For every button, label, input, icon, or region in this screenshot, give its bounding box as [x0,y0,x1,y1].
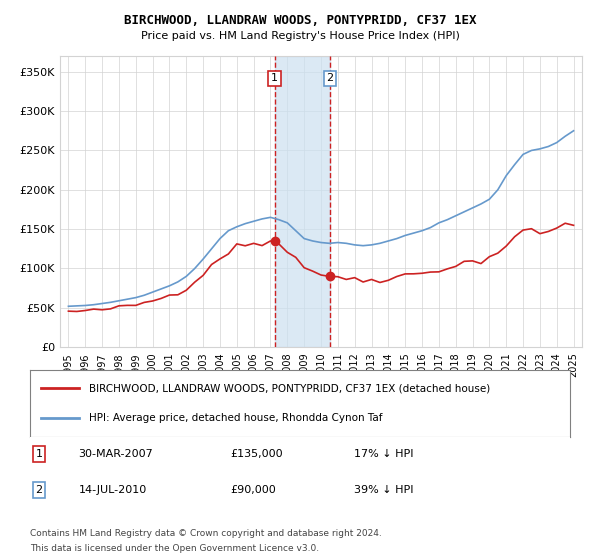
Text: HPI: Average price, detached house, Rhondda Cynon Taf: HPI: Average price, detached house, Rhon… [89,413,383,423]
Text: Price paid vs. HM Land Registry's House Price Index (HPI): Price paid vs. HM Land Registry's House … [140,31,460,41]
Text: 1: 1 [271,73,278,83]
Text: 2: 2 [326,73,334,83]
Text: 14-JUL-2010: 14-JUL-2010 [79,485,147,495]
Bar [275,56,330,347]
Text: BIRCHWOOD, LLANDRAW WOODS, PONTYPRIDD, CF37 1EX (detached house): BIRCHWOOD, LLANDRAW WOODS, PONTYPRIDD, C… [89,384,491,394]
Text: 30-MAR-2007: 30-MAR-2007 [79,449,154,459]
Text: 2: 2 [35,485,43,495]
Text: Contains HM Land Registry data © Crown copyright and database right 2024.: Contains HM Land Registry data © Crown c… [30,529,382,538]
Text: £135,000: £135,000 [230,449,283,459]
Text: 17% ↓ HPI: 17% ↓ HPI [354,449,413,459]
Text: This data is licensed under the Open Government Licence v3.0.: This data is licensed under the Open Gov… [30,544,319,553]
Text: 39% ↓ HPI: 39% ↓ HPI [354,485,413,495]
Text: 1: 1 [35,449,43,459]
Text: £90,000: £90,000 [230,485,275,495]
Text: BIRCHWOOD, LLANDRAW WOODS, PONTYPRIDD, CF37 1EX: BIRCHWOOD, LLANDRAW WOODS, PONTYPRIDD, C… [124,14,476,27]
